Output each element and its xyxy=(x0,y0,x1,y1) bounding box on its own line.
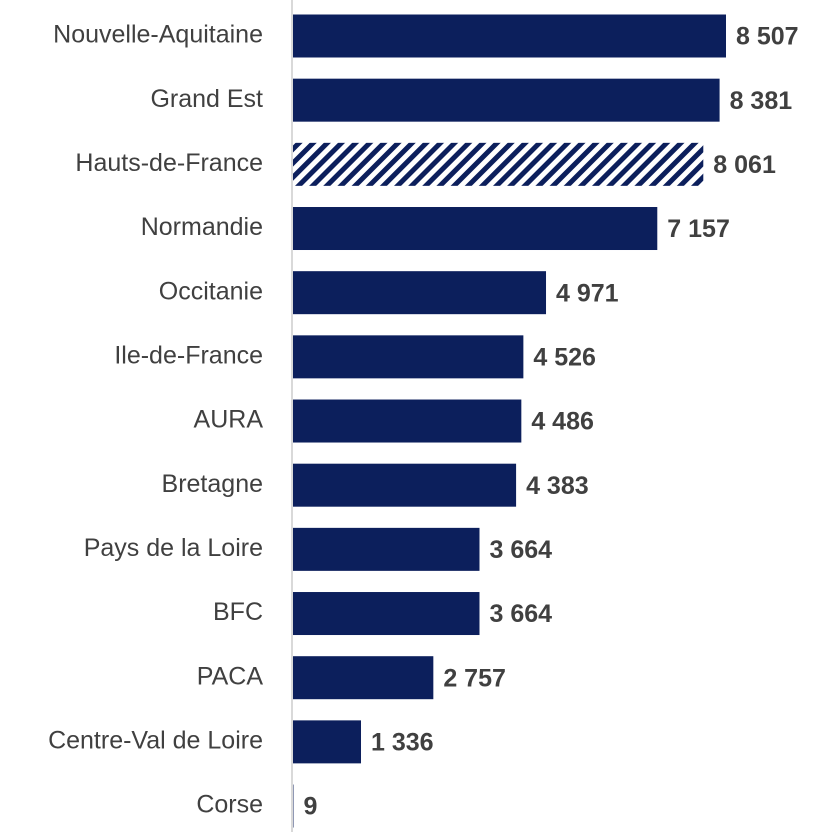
value-label: 8 507 xyxy=(736,23,799,51)
category-label: Centre-Val de Loire xyxy=(48,726,263,754)
bar xyxy=(293,656,434,700)
bar xyxy=(293,142,704,186)
bar xyxy=(293,335,524,379)
bar xyxy=(293,720,362,764)
bar xyxy=(293,271,547,315)
value-label: 7 157 xyxy=(667,215,730,243)
value-label: 9 xyxy=(303,793,317,821)
category-label: Bretagne xyxy=(162,470,263,498)
value-label: 1 336 xyxy=(371,728,434,756)
category-label: Normandie xyxy=(141,213,263,241)
value-label: 3 664 xyxy=(489,600,552,628)
value-label: 4 971 xyxy=(556,279,619,307)
category-label: Hauts-de-France xyxy=(75,149,263,177)
category-label: Ile-de-France xyxy=(114,341,263,369)
category-label: BFC xyxy=(213,598,263,626)
category-label: Nouvelle-Aquitaine xyxy=(53,21,263,49)
category-label: Grand Est xyxy=(150,85,263,113)
value-label: 4 383 xyxy=(526,472,589,500)
category-label: PACA xyxy=(197,662,264,690)
value-label: 4 526 xyxy=(533,343,596,371)
value-label: 8 061 xyxy=(713,151,776,179)
value-label: 4 486 xyxy=(531,408,594,436)
value-label: 3 664 xyxy=(489,536,552,564)
bar xyxy=(293,14,726,58)
bar xyxy=(293,463,517,507)
bar xyxy=(293,527,480,571)
bar xyxy=(293,207,658,251)
bar xyxy=(293,592,480,636)
value-label: 8 381 xyxy=(730,87,793,115)
category-label: Pays de la Loire xyxy=(84,534,263,562)
bar xyxy=(293,78,720,122)
bar xyxy=(293,399,522,443)
category-label: Corse xyxy=(196,791,263,819)
category-label: AURA xyxy=(194,406,264,434)
value-label: 2 757 xyxy=(443,664,506,692)
category-label: Occitanie xyxy=(159,277,263,305)
